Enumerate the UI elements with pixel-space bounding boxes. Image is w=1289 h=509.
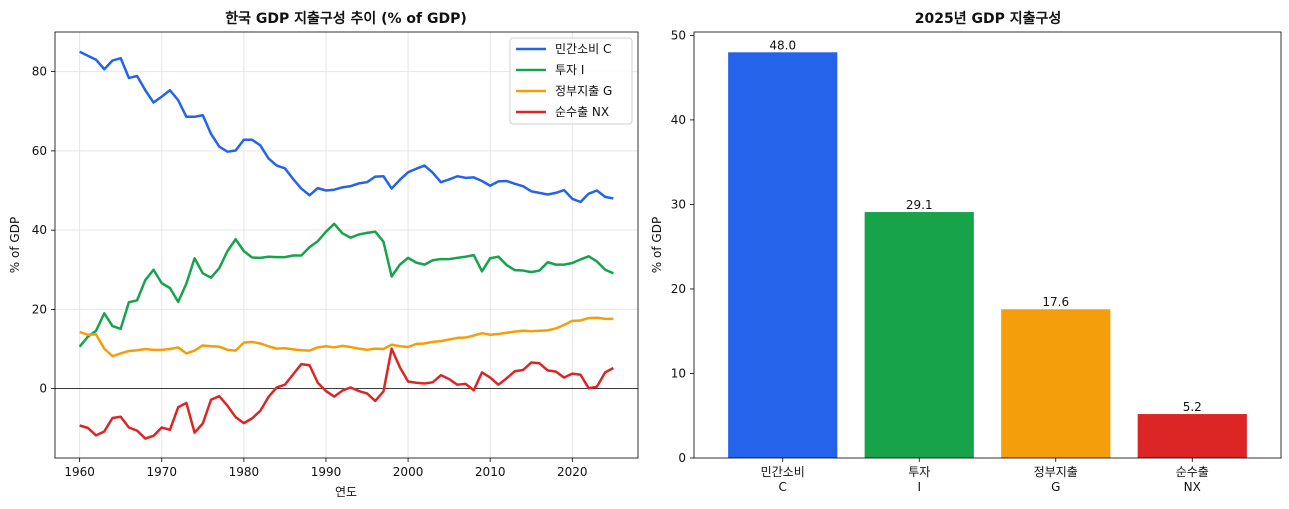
legend-label-consumption: 민간소비 C bbox=[555, 42, 611, 56]
x-tick-label-symbol: I bbox=[917, 480, 921, 494]
y-tick-label: 0 bbox=[39, 382, 47, 396]
x-tick-label: 2010 bbox=[475, 465, 506, 479]
bar-chart-title: 2025년 GDP 지출구성 bbox=[915, 10, 1062, 27]
x-tick-label: 1990 bbox=[311, 465, 342, 479]
series-line-consumption bbox=[79, 50, 614, 204]
y-tick-label: 40 bbox=[671, 113, 686, 127]
legend-label-net-exports: 순수출 NX bbox=[555, 105, 609, 119]
x-tick-label: 정부지출 bbox=[1034, 465, 1078, 479]
x-tick-label: 1970 bbox=[146, 465, 177, 479]
y-tick-label: 40 bbox=[32, 223, 47, 237]
line-chart-series bbox=[78, 50, 614, 440]
bar bbox=[864, 212, 974, 458]
y-tick-label: 20 bbox=[32, 302, 47, 316]
x-tick-label: 민간소비 bbox=[761, 465, 805, 479]
y-tick-label: 30 bbox=[671, 197, 686, 211]
bar bbox=[1001, 309, 1111, 458]
line-chart-xlabel: 연도 bbox=[335, 485, 357, 499]
bar-chart-frame bbox=[693, 31, 1282, 459]
bar bbox=[728, 52, 838, 459]
y-tick-label: 60 bbox=[32, 144, 47, 158]
bar-value-label: 5.2 bbox=[1183, 400, 1202, 414]
y-tick-label: 80 bbox=[32, 65, 47, 79]
x-tick-label: 1980 bbox=[229, 465, 260, 479]
bar-chart-bars: 48.0 29.1 17.6 5.2 bbox=[728, 38, 1247, 459]
bar bbox=[1137, 414, 1247, 458]
x-tick-label: 순수출 bbox=[1176, 465, 1209, 479]
y-tick-label: 50 bbox=[671, 28, 686, 42]
y-tick-label: 20 bbox=[671, 282, 686, 296]
x-tick-label-symbol: NX bbox=[1184, 480, 1201, 494]
bar-value-label: 29.1 bbox=[906, 198, 933, 212]
line-chart-panel: 한국 GDP 지출구성 추이 (% of GDP) 1960 1970 1980 19… bbox=[8, 10, 639, 499]
y-tick-label: 0 bbox=[678, 451, 686, 465]
bar-chart-ylabel: % of GDP bbox=[650, 217, 664, 273]
x-tick-label: 1960 bbox=[64, 465, 95, 479]
series-line-government bbox=[79, 316, 614, 358]
x-tick-label: 투자 bbox=[908, 465, 930, 479]
x-tick-label-symbol: C bbox=[779, 480, 787, 494]
bar-value-label: 17.6 bbox=[1042, 295, 1069, 309]
y-tick-label: 10 bbox=[671, 366, 686, 380]
x-tick-label-symbol: G bbox=[1051, 480, 1060, 494]
legend-label-government: 정부지출 G bbox=[555, 84, 612, 98]
line-chart-title: 한국 GDP 지출구성 추이 (% of GDP) bbox=[225, 10, 467, 27]
line-chart-frame bbox=[54, 31, 639, 459]
bar-value-label: 48.0 bbox=[769, 38, 796, 52]
line-chart-legend: 민간소비 C 투자 I 정부지출 G 순수출 NX bbox=[509, 37, 633, 125]
line-chart-ticks: 1960 1970 1980 1990 2000 2010 2020 0 20 40 60 80 bbox=[32, 65, 588, 479]
series-line-investment bbox=[78, 222, 614, 348]
x-tick-label: 2020 bbox=[557, 465, 588, 479]
x-tick-label: 2000 bbox=[393, 465, 424, 479]
series-line-net-exports bbox=[79, 347, 614, 440]
legend-box bbox=[509, 37, 633, 125]
line-chart-ylabel: % of GDP bbox=[8, 217, 22, 273]
legend-label-investment: 투자 I bbox=[555, 63, 584, 77]
bar-chart-panel: 2025년 GDP 지출구성 48.0 29.1 17.6 5.2 0 10 20 30 40… bbox=[650, 10, 1282, 494]
